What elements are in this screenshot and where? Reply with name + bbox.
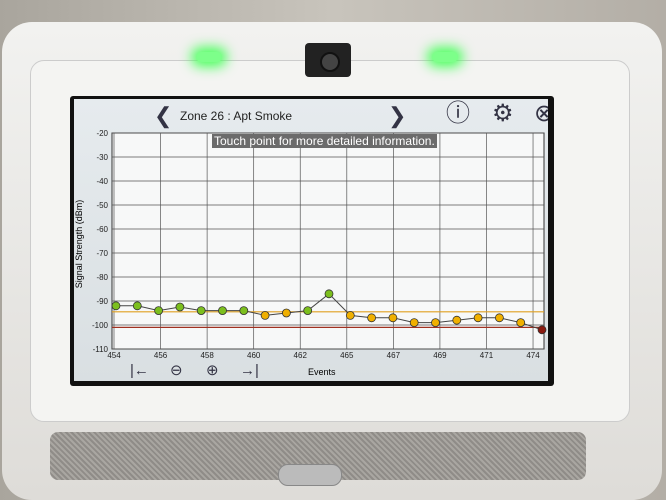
jump-start-icon[interactable]: |← <box>130 362 149 379</box>
y-tick-label: -40 <box>96 177 108 186</box>
x-tick-label: 469 <box>433 351 447 360</box>
zoom-in-icon[interactable]: ⊕ <box>206 362 219 379</box>
touchscreen: ❮ Zone 26 : Apt Smoke ❯ ⓘ ⚙ ⊗ -20 -30 -40-… <box>70 96 554 386</box>
data-point[interactable] <box>132 301 142 311</box>
data-point[interactable] <box>431 318 440 328</box>
jump-end-icon[interactable]: →| <box>240 362 259 379</box>
x-tick-label: 460 <box>247 351 261 360</box>
x-tick-label: 454 <box>107 351 121 360</box>
plot-area <box>111 132 545 350</box>
chevron-left-icon[interactable]: ❮ <box>154 103 173 128</box>
data-point[interactable] <box>537 325 547 335</box>
y-axis-label: Signal Strength (dBm) <box>74 199 84 289</box>
gear-icon[interactable]: ⚙ <box>492 100 514 127</box>
y-tick-label: -110 <box>93 345 109 354</box>
status-led-left <box>196 52 222 62</box>
status-led-right <box>432 52 458 62</box>
data-point[interactable] <box>367 313 377 323</box>
y-tick-label: -80 <box>96 273 108 282</box>
chevron-right-icon[interactable]: ❯ <box>388 103 407 128</box>
camera <box>305 43 351 77</box>
y-tick-label: -50 <box>96 201 108 210</box>
info-icon[interactable]: ⓘ <box>446 100 470 127</box>
display: ❮ Zone 26 : Apt Smoke ❯ ⓘ ⚙ ⊗ -20 -30 -40-… <box>74 99 548 381</box>
data-point[interactable] <box>388 313 398 323</box>
data-point[interactable] <box>494 313 504 323</box>
tooltip: Touch point for more detailed informatio… <box>212 134 437 148</box>
y-tick-label: -60 <box>96 225 108 234</box>
data-point[interactable] <box>196 306 206 316</box>
zoom-out-icon[interactable]: ⊖ <box>170 362 183 379</box>
x-tick-label: 458 <box>200 351 214 360</box>
x-axis-label: Events <box>308 367 336 377</box>
x-tick-label: 471 <box>480 351 494 360</box>
data-point[interactable] <box>452 315 462 325</box>
data-point[interactable] <box>281 308 291 318</box>
x-tick-label: 462 <box>294 351 308 360</box>
data-point[interactable] <box>324 289 334 299</box>
data-point[interactable] <box>516 318 526 328</box>
data-point[interactable] <box>303 306 313 316</box>
x-tick-label: 467 <box>387 351 401 360</box>
zone-title: Zone 26 : Apt Smoke <box>180 109 293 123</box>
x-tick-label: 474 <box>526 351 540 360</box>
data-point[interactable] <box>345 310 355 320</box>
data-point[interactable] <box>175 302 185 312</box>
y-tick-label: -100 <box>92 321 109 330</box>
data-point[interactable] <box>239 306 249 316</box>
brand-logo <box>278 464 342 486</box>
y-tick-label: -20 <box>96 129 108 138</box>
data-point[interactable] <box>111 301 121 311</box>
data-point[interactable] <box>473 313 483 323</box>
data-point[interactable] <box>260 310 270 320</box>
close-icon[interactable]: ⊗ <box>534 100 548 127</box>
data-point[interactable] <box>154 306 163 316</box>
x-tick-label: 456 <box>154 351 168 360</box>
y-tick-label: -90 <box>96 297 108 306</box>
data-point[interactable] <box>218 306 227 316</box>
x-tick-label: 465 <box>340 351 354 360</box>
y-tick-label: -70 <box>96 249 108 258</box>
y-tick-label: -30 <box>96 153 108 162</box>
data-point[interactable] <box>409 318 419 328</box>
